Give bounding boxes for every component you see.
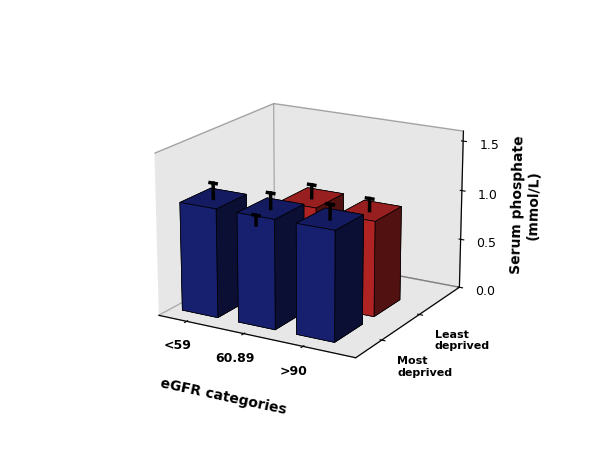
X-axis label: eGFR categories: eGFR categories	[159, 376, 288, 417]
